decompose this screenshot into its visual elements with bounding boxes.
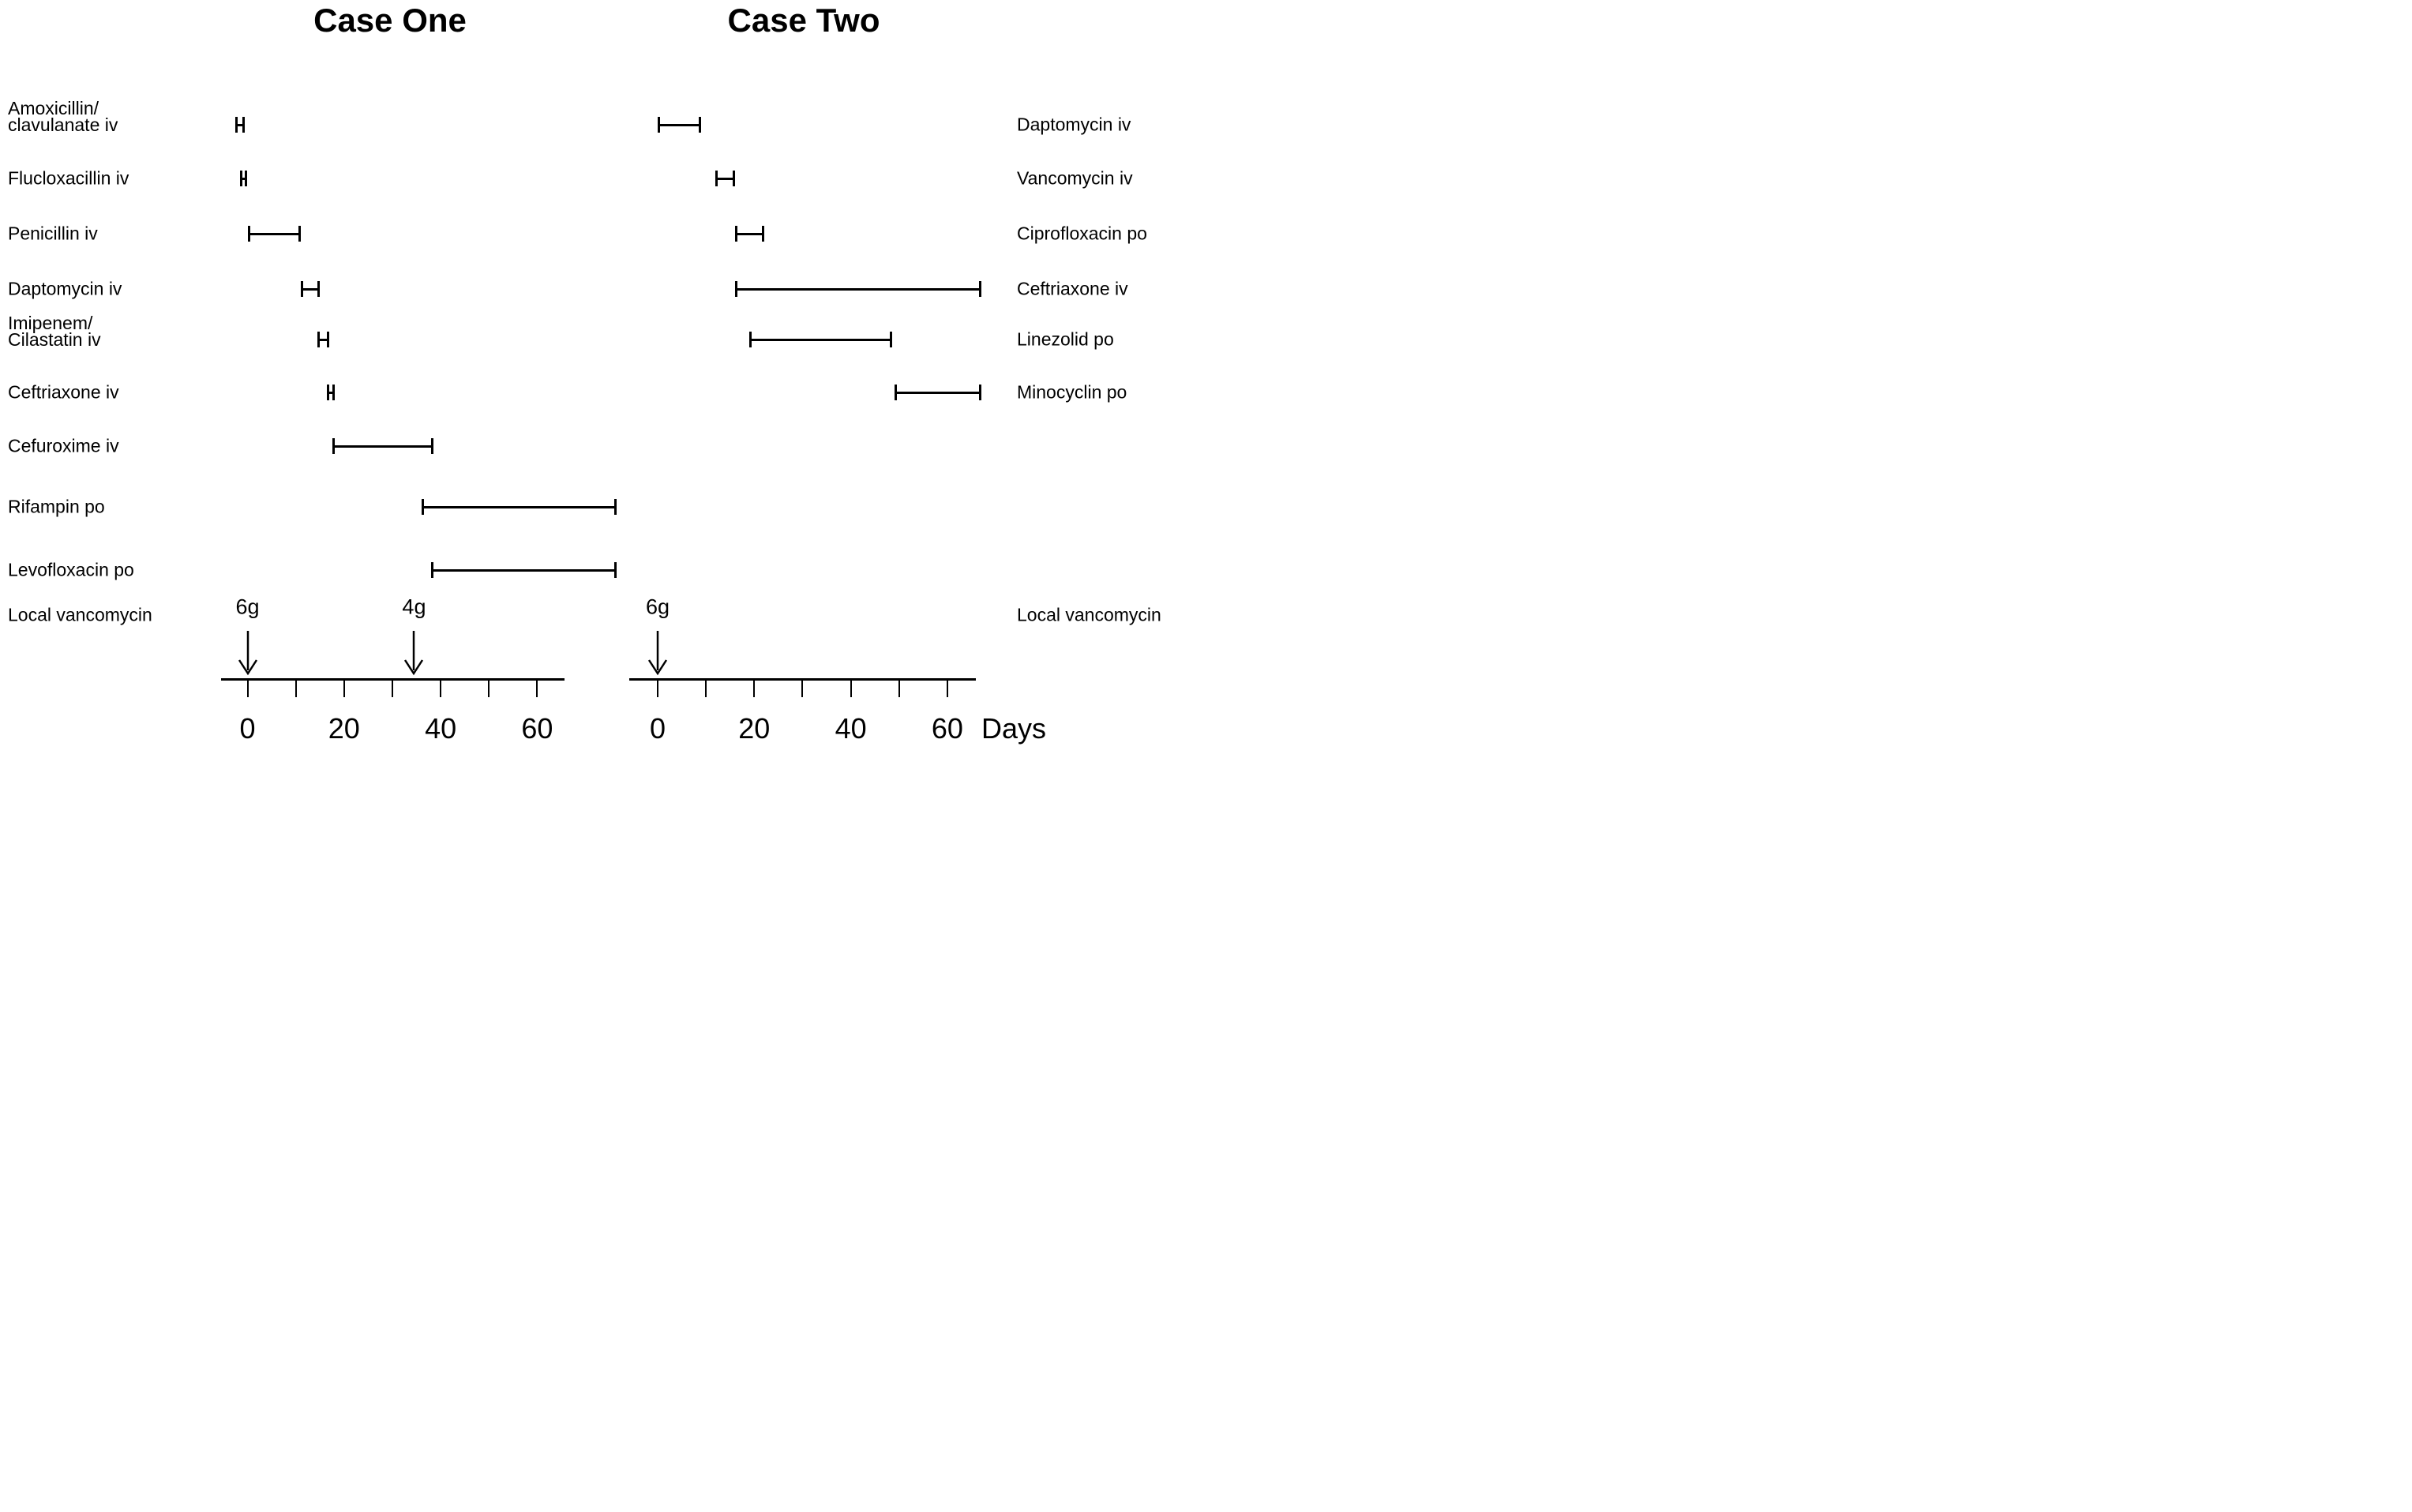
drug-row-label-line: Imipenem/ [8, 313, 93, 333]
drug-interval-bar-cefuroxime-iv [332, 445, 433, 448]
drug-row-label-line: Cilastatin iv [8, 329, 101, 350]
drug-row-label-ceftriaxone-iv: Ceftriaxone iv [1017, 278, 1128, 299]
axis-tick-label-case-one-60: 60 [521, 712, 553, 745]
drug-row-label-line: Vancomycin iv [1017, 167, 1133, 189]
drug-row-label-daptomycin-iv: Daptomycin iv [1017, 114, 1131, 135]
drug-interval-bar-penicillin-iv [247, 232, 301, 235]
drug-row-label-line: clavulanate iv [8, 114, 118, 135]
drug-row-label-line: Flucloxacillin iv [8, 167, 129, 189]
axis-tick-label-case-two-60: 60 [931, 712, 963, 745]
axis-tick-case-one-day0 [246, 679, 249, 697]
drug-row-label-amoxicillin-clavulanate-iv: Amoxicillin/clavulanate iv [8, 98, 118, 135]
axis-tick-case-two-day20 [753, 679, 756, 697]
case-one-title: Case One [313, 2, 467, 39]
axis-tick-case-one-day40 [440, 679, 442, 697]
drug-row-label-flucloxacillin-iv: Flucloxacillin iv [8, 167, 129, 189]
drug-row-label-linezolid-po: Linezolid po [1017, 328, 1114, 350]
axis-tick-label-case-one-40: 40 [425, 712, 457, 745]
axis-tick-case-two-day30 [801, 679, 804, 697]
down-arrow-glyph [404, 631, 424, 676]
axis-tick-label-case-one-20: 20 [328, 712, 360, 745]
drug-row-label-line: Ceftriaxone iv [8, 381, 119, 403]
drug-interval-bar-levofloxacin-po [430, 568, 617, 572]
axis-tick-case-one-day30 [391, 679, 393, 697]
axis-tick-label-case-two-40: 40 [835, 712, 867, 745]
axis-tick-case-two-day50 [898, 679, 900, 697]
drug-interval-bar-daptomycin-iv [300, 287, 321, 291]
drug-interval-bar-ciprofloxacin-po [734, 232, 764, 235]
drug-interval-bar-linezolid-po [749, 338, 892, 341]
drug-row-label-levofloxacin-po: Levofloxacin po [8, 559, 134, 580]
local-vancomycin-label-case-two: Local vancomycin [1017, 604, 1161, 625]
antibiotic-timeline-figure: Case One Case Two Amoxicillin/clavulanat… [0, 0, 1206, 756]
drug-row-label-line: Amoxicillin/ [8, 98, 99, 118]
local-vancomycin-label-text: Local vancomycin [1017, 604, 1161, 625]
drug-interval-bar-ceftriaxone-iv [734, 287, 981, 291]
axis-tick-case-two-day0 [657, 679, 658, 697]
drug-interval-bar-imipenem-cilastatin-iv [317, 338, 330, 341]
drug-row-label-line: Rifampin po [8, 496, 105, 517]
down-arrow-glyph [647, 631, 668, 676]
drug-row-label-minocyclin-po: Minocyclin po [1017, 381, 1127, 403]
dose-label-case-one-0: 6g [235, 595, 260, 619]
axis-tick-case-two-day60 [946, 679, 948, 697]
drug-interval-bar-minocyclin-po [894, 391, 981, 394]
axis-tick-case-two-day10 [705, 679, 707, 697]
dose-label-case-one-1: 4g [402, 595, 426, 619]
drug-row-label-imipenem-cilastatin-iv: Imipenem/Cilastatin iv [8, 313, 101, 350]
drug-row-label-line: Levofloxacin po [8, 559, 134, 580]
axis-tick-case-two-day40 [850, 679, 852, 697]
down-arrow-icon [403, 631, 425, 681]
drug-row-label-line: Cefuroxime iv [8, 435, 119, 456]
axis-tick-label-case-two-0: 0 [649, 712, 666, 745]
drug-row-label-line: Linezolid po [1017, 328, 1114, 350]
drug-interval-bar-amoxicillin-clavulanate-iv [235, 123, 246, 126]
drug-row-label-line: Ceftriaxone iv [1017, 278, 1128, 299]
days-unit-label: Days [981, 712, 1047, 745]
down-arrow-icon [647, 631, 669, 681]
axis-tick-case-one-day50 [488, 679, 490, 697]
drug-interval-bar-ceftriaxone-iv [327, 391, 335, 394]
drug-row-label-line: Daptomycin iv [1017, 114, 1131, 135]
case-two-title: Case Two [727, 2, 880, 39]
drug-row-label-line: Ciprofloxacin po [1017, 223, 1147, 244]
axis-tick-case-one-day20 [343, 679, 345, 697]
drug-row-label-cefuroxime-iv: Cefuroxime iv [8, 435, 119, 456]
axis-tick-label-case-one-0: 0 [239, 712, 256, 745]
drug-row-label-vancomycin-iv: Vancomycin iv [1017, 167, 1133, 189]
drug-interval-bar-rifampin-po [421, 505, 617, 508]
dose-label-case-two-0: 6g [645, 595, 670, 619]
drug-interval-bar-daptomycin-iv [658, 123, 702, 126]
drug-row-label-line: Daptomycin iv [8, 278, 122, 299]
drug-row-label-penicillin-iv: Penicillin iv [8, 223, 98, 244]
local-vancomycin-label-case-one: Local vancomycin [8, 604, 152, 625]
axis-tick-case-one-day60 [536, 679, 538, 697]
drug-row-label-ciprofloxacin-po: Ciprofloxacin po [1017, 223, 1147, 244]
drug-row-label-rifampin-po: Rifampin po [8, 496, 105, 517]
drug-interval-bar-flucloxacillin-iv [240, 177, 248, 180]
local-vancomycin-label-text: Local vancomycin [8, 604, 152, 625]
axis-tick-case-one-day10 [294, 679, 297, 697]
drug-row-label-daptomycin-iv: Daptomycin iv [8, 278, 122, 299]
down-arrow-glyph [238, 631, 257, 676]
drug-row-label-line: Minocyclin po [1017, 381, 1127, 403]
drug-row-label-line: Penicillin iv [8, 223, 98, 244]
down-arrow-icon [237, 631, 259, 681]
drug-row-label-ceftriaxone-iv: Ceftriaxone iv [8, 381, 119, 403]
axis-tick-label-case-two-20: 20 [738, 712, 771, 745]
drug-interval-bar-vancomycin-iv [715, 177, 735, 180]
